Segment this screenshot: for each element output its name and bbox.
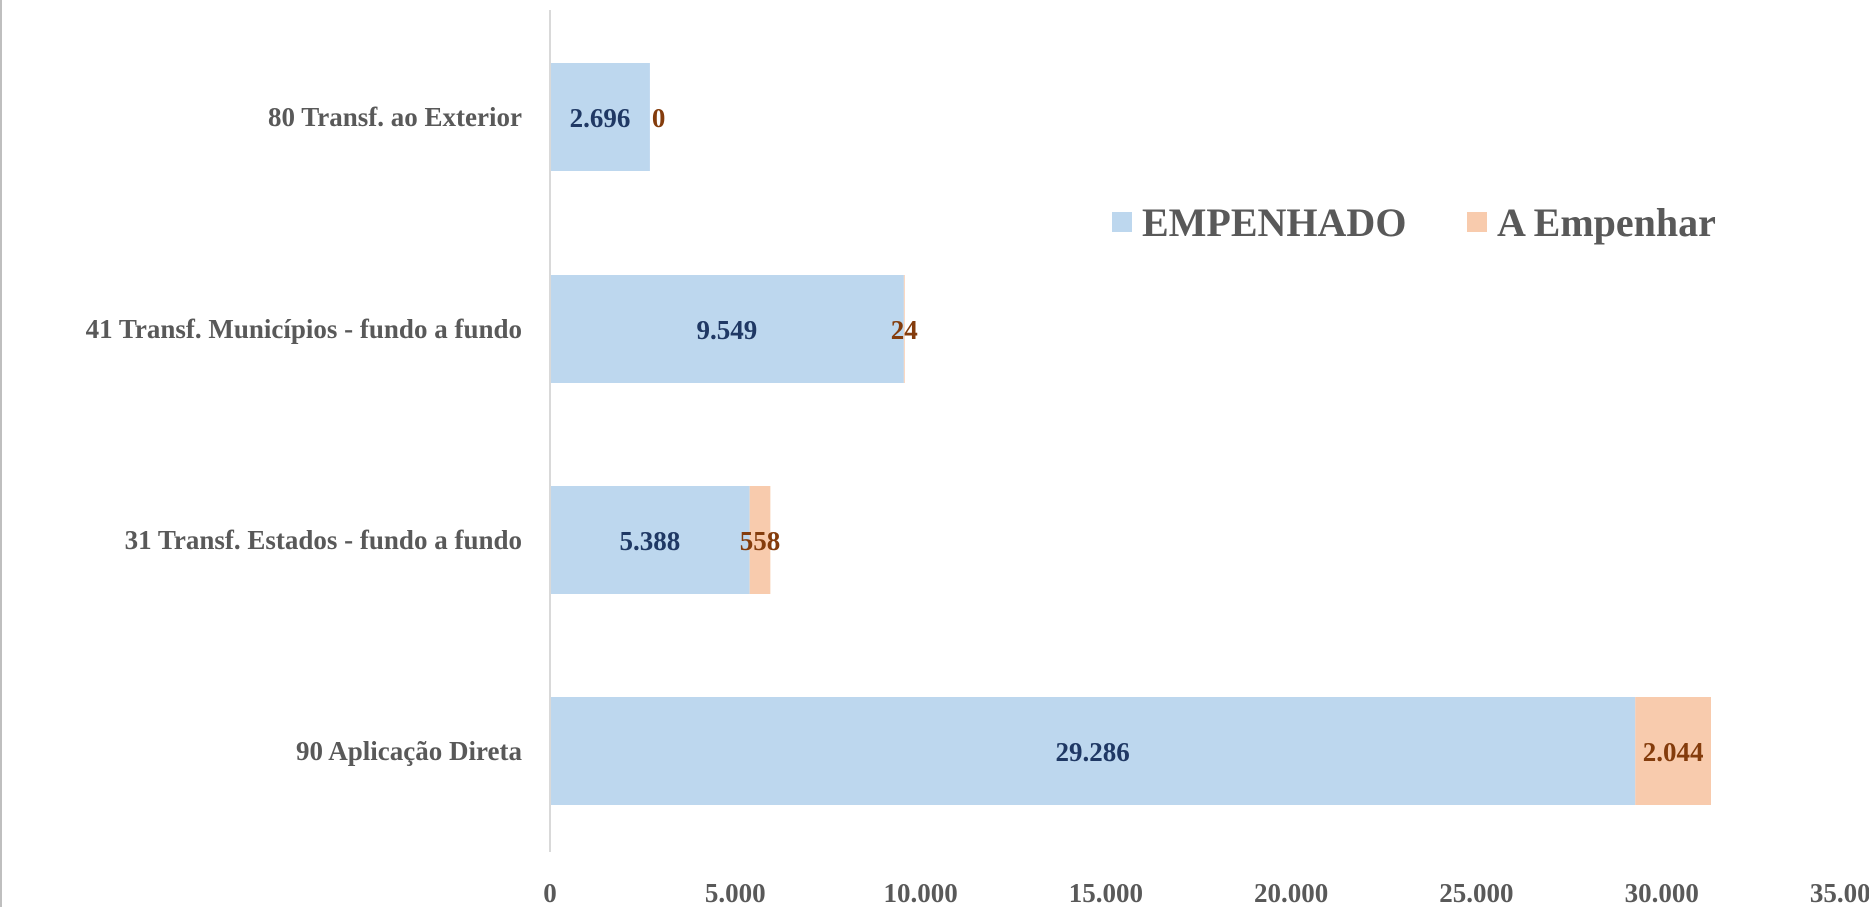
x-tick-label-4: 20.000 [1254, 878, 1328, 907]
x-tick-label-1: 5.000 [705, 878, 766, 907]
bar-empenhado-2 [550, 486, 750, 594]
bar-a-empenhar-3 [1635, 697, 1712, 805]
category-label-0: 80 Transf. ao Exterior [268, 102, 522, 132]
data-label-empenhado-3: 29.286 [1056, 737, 1130, 767]
bar-empenhado-0 [550, 63, 650, 171]
x-tick-label-2: 10.000 [883, 878, 957, 907]
x-tick-label-5: 25.000 [1439, 878, 1513, 907]
bar-empenhado-3 [550, 697, 1636, 805]
bar-a-empenhar-1 [903, 275, 905, 383]
legend-swatch-empenhado [1112, 212, 1132, 232]
data-label-a-empenhar-3: 2.044 [1643, 737, 1704, 767]
legend-swatch-a-empenhar [1467, 212, 1487, 232]
legend[interactable]: EMPENHADO A Empenhar [1112, 200, 1716, 245]
legend-item-empenhado[interactable]: EMPENHADO [1112, 200, 1406, 245]
x-tick-label-7: 35.000 [1810, 878, 1869, 907]
category-label-2: 31 Transf. Estados - fundo a fundo [125, 525, 522, 555]
x-tick-label-6: 30.000 [1625, 878, 1699, 907]
legend-label-empenhado: EMPENHADO [1142, 200, 1406, 245]
legend-item-a-empenhar[interactable]: A Empenhar [1467, 200, 1716, 245]
bar-empenhado-1 [550, 275, 904, 383]
bar-a-empenhar-2 [749, 486, 771, 594]
category-label-3: 90 Aplicação Direta [296, 736, 522, 766]
x-tick-label-3: 15.000 [1069, 878, 1143, 907]
data-label-a-empenhar-2: 558 [740, 526, 781, 556]
data-label-empenhado-0: 2.696 [570, 103, 631, 133]
legend-label-a-empenhar: A Empenhar [1497, 200, 1716, 245]
data-labels-layer: 2.696 0 9.549 24 5.388 558 29.286 2.044 [570, 103, 1704, 767]
data-label-empenhado-1: 9.549 [697, 315, 758, 345]
x-tick-label-0: 0 [543, 878, 557, 907]
axis-layer: 80 Transf. ao Exterior 41 Transf. Municíp… [86, 10, 1869, 907]
data-label-empenhado-2: 5.388 [619, 526, 680, 556]
data-label-a-empenhar-1: 24 [891, 315, 918, 345]
bars-layer [550, 63, 1712, 805]
category-label-1: 41 Transf. Municípios - fundo a fundo [86, 314, 522, 344]
data-label-a-empenhar-0: 0 [652, 103, 666, 133]
